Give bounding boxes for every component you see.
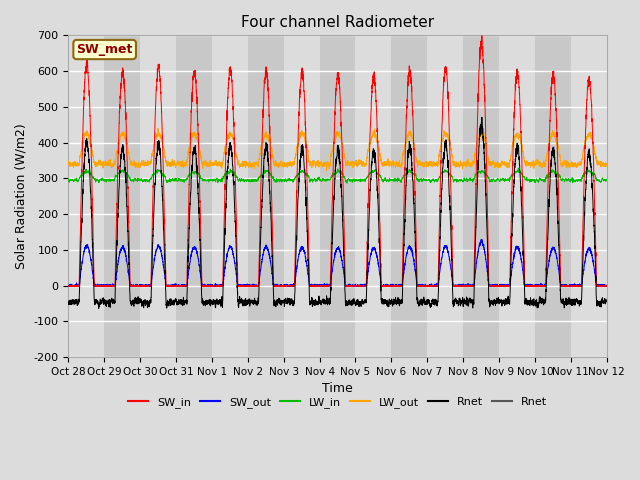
Bar [391, 36, 428, 357]
Bar [428, 36, 463, 357]
Bar [68, 36, 104, 357]
Bar [463, 36, 499, 357]
Legend: SW_in, SW_out, LW_in, LW_out, Rnet, Rnet: SW_in, SW_out, LW_in, LW_out, Rnet, Rnet [124, 393, 551, 413]
Bar [212, 36, 248, 357]
Text: SW_met: SW_met [76, 43, 133, 56]
Bar [535, 36, 571, 357]
Bar [355, 36, 391, 357]
Y-axis label: Solar Radiation (W/m2): Solar Radiation (W/m2) [15, 123, 28, 269]
X-axis label: Time: Time [322, 383, 353, 396]
Bar [104, 36, 140, 357]
Bar [284, 36, 319, 357]
Bar [319, 36, 355, 357]
Bar [140, 36, 176, 357]
Bar [571, 36, 607, 357]
Bar [176, 36, 212, 357]
Bar [248, 36, 284, 357]
Bar [499, 36, 535, 357]
Title: Four channel Radiometer: Four channel Radiometer [241, 15, 434, 30]
